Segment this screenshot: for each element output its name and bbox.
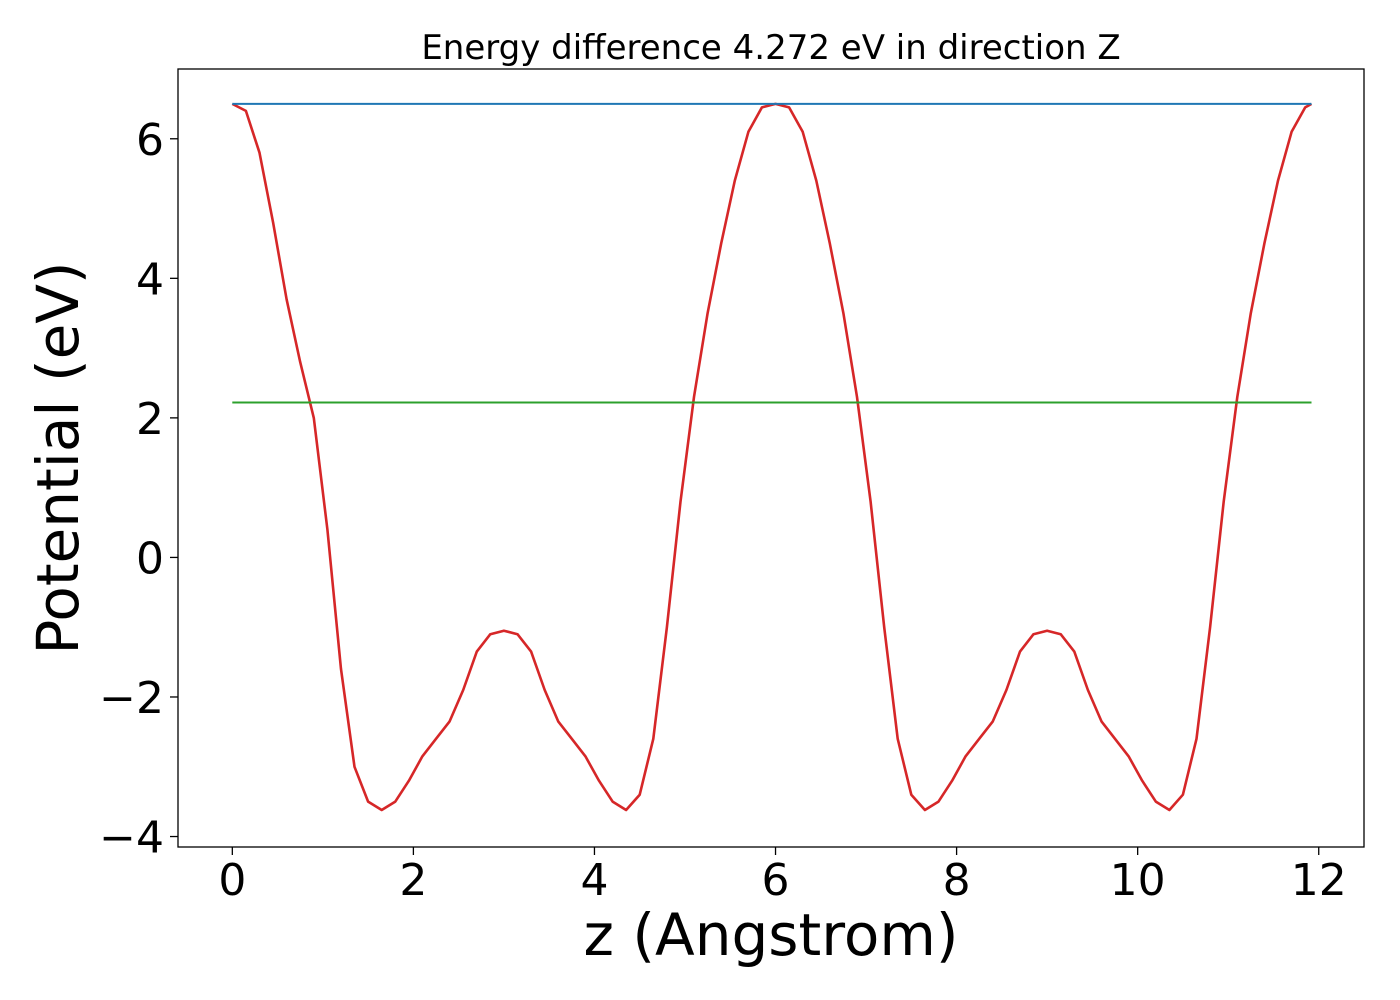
y-axis-label: Potential (eV) [24, 261, 92, 654]
y-tick-label: 2 [136, 394, 164, 445]
x-tick-label: 6 [762, 855, 790, 906]
y-tick-label: −4 [99, 813, 164, 864]
potential-line [231, 102, 1313, 812]
axes-frame [177, 68, 1365, 848]
x-tick-label: 0 [218, 855, 246, 906]
y-tick-label: −2 [99, 673, 164, 724]
x-tick-label: 12 [1291, 855, 1347, 906]
chart-title: Energy difference 4.272 eV in direction … [421, 28, 1120, 68]
y-tick-label: 4 [136, 254, 164, 305]
x-tick-label: 8 [943, 855, 971, 906]
x-tick-label: 10 [1110, 855, 1166, 906]
y-axis: −4 −2 0 2 4 6 [99, 115, 178, 864]
x-tick-label: 4 [580, 855, 608, 906]
plot-area [231, 102, 1313, 812]
y-tick-label: 6 [136, 115, 164, 166]
x-axis: 0 2 4 6 8 10 12 [218, 847, 1347, 906]
y-tick-label: 0 [136, 533, 164, 584]
x-axis-label: z (Angstrom) [584, 901, 959, 969]
x-tick-label: 2 [399, 855, 427, 906]
